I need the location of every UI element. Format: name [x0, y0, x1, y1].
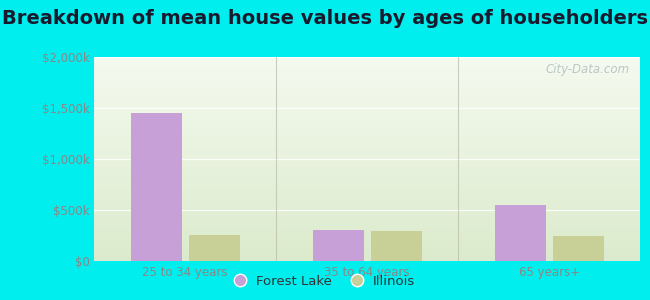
Legend: Forest Lake, Illinois: Forest Lake, Illinois — [229, 269, 421, 293]
Bar — [189, 235, 240, 261]
Bar — [131, 113, 181, 261]
Text: City-Data.com: City-Data.com — [545, 63, 629, 76]
Text: Breakdown of mean house values by ages of householders: Breakdown of mean house values by ages o… — [2, 9, 648, 28]
Bar — [313, 230, 363, 261]
Bar — [371, 231, 422, 261]
Bar — [553, 236, 604, 261]
Bar — [495, 205, 545, 261]
